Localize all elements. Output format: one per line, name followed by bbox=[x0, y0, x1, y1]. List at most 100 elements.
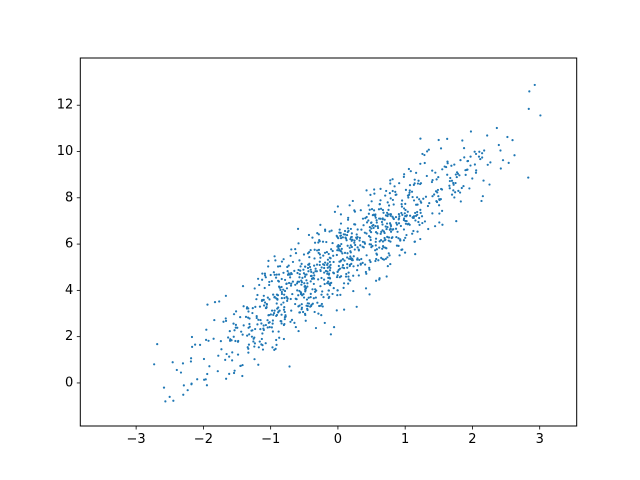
scatter-point bbox=[368, 208, 371, 211]
scatter-point bbox=[391, 189, 394, 193]
scatter-point bbox=[257, 363, 260, 366]
scatter-point bbox=[330, 281, 333, 284]
scatter-point bbox=[337, 244, 340, 247]
scatter-point bbox=[399, 224, 402, 228]
scatter-point bbox=[435, 199, 438, 203]
scatter-point bbox=[262, 298, 265, 301]
scatter-point bbox=[452, 189, 455, 192]
scatter-point bbox=[231, 351, 234, 354]
scatter-point bbox=[436, 188, 440, 192]
scatter-point bbox=[323, 282, 326, 286]
scatter-point bbox=[376, 225, 379, 228]
scatter-point bbox=[481, 195, 484, 198]
scatter-point bbox=[350, 232, 353, 235]
scatter-point bbox=[260, 322, 263, 325]
scatter-point bbox=[252, 340, 255, 343]
scatter-point bbox=[314, 296, 317, 299]
scatter-point bbox=[304, 319, 307, 322]
scatter-point bbox=[389, 230, 393, 233]
scatter-point bbox=[309, 274, 313, 278]
scatter-point bbox=[277, 273, 281, 276]
scatter-point bbox=[315, 263, 319, 266]
scatter-point bbox=[271, 319, 275, 322]
scatter-point bbox=[367, 212, 370, 215]
scatter-point bbox=[304, 288, 307, 291]
y-tick-label: 0 bbox=[65, 375, 73, 390]
scatter-point bbox=[513, 154, 516, 157]
scatter-point bbox=[389, 213, 392, 216]
scatter-point bbox=[283, 322, 286, 326]
scatter-point bbox=[297, 242, 300, 245]
scatter-point bbox=[388, 254, 391, 257]
scatter-point bbox=[257, 318, 260, 321]
scatter-point bbox=[289, 284, 293, 287]
scatter-point bbox=[405, 219, 408, 223]
scatter-point bbox=[331, 241, 334, 245]
scatter-point bbox=[286, 270, 289, 273]
scatter-point bbox=[179, 371, 183, 374]
scatter-point bbox=[309, 248, 312, 252]
scatter-point bbox=[282, 271, 285, 274]
scatter-point bbox=[400, 205, 404, 208]
scatter-point bbox=[457, 189, 460, 192]
scatter-point bbox=[336, 205, 339, 208]
scatter-point bbox=[413, 178, 416, 181]
scatter-point bbox=[410, 190, 414, 193]
scatter-point bbox=[389, 262, 392, 266]
x-tick-label: 1 bbox=[401, 432, 409, 447]
scatter-point bbox=[255, 298, 258, 301]
scatter-point bbox=[255, 314, 258, 318]
scatter-point bbox=[339, 293, 342, 296]
scatter-point bbox=[380, 230, 383, 233]
scatter-point bbox=[228, 330, 231, 333]
scatter-point bbox=[264, 323, 267, 327]
scatter-point bbox=[337, 268, 340, 271]
scatter-point bbox=[346, 266, 349, 269]
scatter-point bbox=[318, 253, 321, 256]
scatter-point bbox=[232, 322, 235, 325]
scatter-point bbox=[190, 383, 193, 386]
scatter-point bbox=[381, 218, 384, 221]
scatter-point bbox=[360, 228, 363, 231]
scatter-point bbox=[285, 282, 288, 285]
scatter-point bbox=[303, 285, 306, 288]
scatter-point bbox=[386, 226, 389, 229]
scatter-point bbox=[251, 307, 254, 310]
scatter-point bbox=[390, 236, 393, 240]
scatter-point bbox=[309, 292, 312, 295]
scatter-point bbox=[316, 249, 319, 252]
scatter-point bbox=[312, 297, 315, 300]
scatter-point bbox=[414, 211, 417, 215]
scatter-point bbox=[347, 275, 350, 278]
scatter-point bbox=[283, 278, 287, 282]
y-tick-label: 8 bbox=[65, 190, 73, 205]
scatter-point bbox=[407, 222, 410, 225]
scatter-point bbox=[341, 264, 345, 267]
scatter-point bbox=[452, 183, 455, 186]
scatter-point bbox=[416, 196, 419, 199]
scatter-point bbox=[389, 240, 392, 243]
scatter-point bbox=[304, 273, 307, 276]
scatter-point bbox=[437, 176, 440, 179]
scatter-point bbox=[319, 304, 322, 307]
scatter-point bbox=[419, 182, 423, 185]
scatter-point bbox=[339, 222, 343, 225]
scatter-point bbox=[411, 216, 414, 219]
scatter-point bbox=[220, 348, 223, 351]
scatter-point bbox=[395, 235, 398, 239]
scatter-point bbox=[272, 271, 275, 274]
scatter-point bbox=[368, 259, 371, 262]
scatter-point bbox=[455, 171, 459, 174]
scatter-point bbox=[305, 298, 309, 301]
scatter-point bbox=[268, 280, 271, 284]
scatter-point bbox=[319, 268, 322, 272]
scatter-point bbox=[372, 213, 375, 216]
scatter-point bbox=[205, 328, 208, 331]
scatter-point bbox=[477, 155, 481, 158]
scatter-point bbox=[403, 173, 406, 176]
scatter-point bbox=[354, 243, 357, 247]
scatter-point bbox=[345, 272, 348, 276]
scatter-point bbox=[455, 220, 458, 223]
scatter-point bbox=[454, 191, 457, 194]
scatter-point bbox=[352, 265, 355, 268]
